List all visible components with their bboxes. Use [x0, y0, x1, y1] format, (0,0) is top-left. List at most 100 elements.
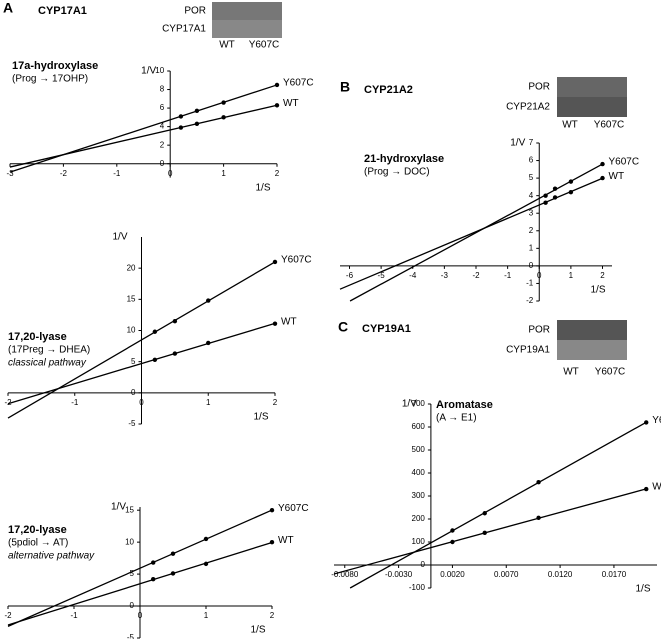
y-tick-label: 700: [412, 399, 426, 408]
data-point: [170, 571, 176, 576]
fit-line: [7, 261, 276, 419]
data-point: [221, 100, 226, 105]
data-point: [274, 82, 280, 88]
chart-annotation: classical pathway: [8, 358, 87, 369]
y-tick-label: 600: [412, 422, 426, 431]
x-tick-label: 0.0170: [602, 570, 627, 579]
panel-title: CYP19A1: [362, 323, 411, 335]
x-axis-label: 1/S: [253, 411, 268, 422]
y-tick-label: 20: [127, 263, 136, 272]
y-axis-label: 1/V: [402, 399, 417, 410]
fit-line: [349, 421, 647, 589]
blot-row-label: POR: [528, 325, 550, 336]
chart-title: 17,20-lyase: [8, 524, 67, 536]
data-point: [450, 539, 455, 545]
chart-subtitle: (5pdiol → AT): [8, 538, 68, 549]
chart-title: 17,20-lyase: [8, 331, 67, 343]
x-tick-label: -2: [472, 271, 480, 280]
y-tick-label: 15: [127, 294, 136, 303]
x-axis-label: 1/S: [255, 182, 270, 193]
panel-title: CYP21A2: [364, 84, 413, 96]
data-point: [178, 125, 184, 130]
x-tick-label: 2: [273, 398, 278, 407]
x-tick-label: 1: [569, 271, 574, 280]
y-tick-label: 100: [412, 537, 426, 546]
data-point: [170, 551, 176, 556]
series-label: WT: [281, 316, 297, 327]
data-point: [152, 357, 158, 362]
blot-lane-label: Y607C: [595, 367, 626, 378]
y-tick-label: 200: [412, 514, 426, 523]
data-point: [203, 536, 209, 542]
x-tick-label: 0: [168, 169, 173, 178]
data-point: [151, 577, 156, 582]
data-point: [206, 298, 211, 303]
series-label: Y607C: [278, 503, 309, 514]
fit-line: [349, 163, 603, 302]
x-axis-label: 1/S: [635, 584, 650, 595]
x-tick-label: 1: [204, 611, 209, 620]
series-label: WT: [609, 171, 625, 182]
blot-row-label: CYP19A1: [506, 345, 550, 356]
x-tick-label: -5: [378, 271, 386, 280]
blot-band: [212, 2, 282, 20]
data-point: [552, 186, 558, 191]
blot-band: [557, 97, 627, 117]
data-point: [644, 486, 649, 492]
chart-title: 21-hydroxylase: [364, 153, 444, 165]
y-tick-label: 1: [529, 243, 534, 252]
data-point: [536, 480, 541, 485]
data-point: [482, 511, 487, 516]
x-tick-label: 2: [600, 271, 605, 280]
blot-lane-label: Y607C: [594, 120, 625, 131]
y-tick-label: -1: [526, 279, 534, 288]
y-tick-label: 15: [125, 505, 134, 514]
y-axis-label: 1/V: [510, 138, 525, 149]
data-point: [274, 103, 280, 108]
x-axis-label: 1/S: [590, 285, 605, 296]
fit-line: [7, 322, 276, 405]
x-tick-label: -6: [346, 271, 354, 280]
fit-line: [9, 84, 278, 173]
y-tick-label: 4: [160, 122, 165, 131]
series-label: Y607C: [283, 78, 314, 89]
x-tick-label: -3: [441, 271, 449, 280]
blot-row-label: POR: [528, 82, 550, 93]
fit-line: [333, 488, 647, 575]
x-tick-label: 2: [275, 169, 280, 178]
y-tick-label: 0: [160, 159, 165, 168]
data-point: [152, 329, 158, 334]
blot-band: [212, 20, 282, 38]
blot-lane-label: WT: [563, 367, 579, 378]
chart-subtitle: (A → E1): [436, 413, 477, 424]
blot-band: [557, 340, 627, 360]
y-axis-label: 1/V: [111, 502, 126, 513]
y-axis-label: 1/V: [141, 66, 156, 77]
series-label: WT: [652, 482, 661, 493]
y-tick-label: 0: [130, 601, 135, 610]
x-tick-label: 1: [221, 169, 226, 178]
x-tick-label: -1: [71, 398, 79, 407]
x-tick-label: 0.0020: [440, 570, 465, 579]
blot-band: [557, 77, 627, 97]
x-tick-label: -4: [409, 271, 417, 280]
y-tick-label: 500: [412, 445, 426, 454]
y-tick-label: 0: [529, 261, 534, 270]
x-tick-label: -3: [6, 169, 14, 178]
y-tick-label: 2: [529, 226, 534, 235]
data-point: [536, 515, 541, 521]
data-point: [194, 108, 200, 114]
fit-line: [7, 509, 273, 627]
x-tick-label: 0: [139, 398, 144, 407]
y-tick-label: 0: [131, 388, 136, 397]
data-point: [600, 175, 605, 181]
data-point: [450, 528, 455, 533]
x-tick-label: 0.0070: [494, 570, 519, 579]
blot-band: [557, 320, 627, 340]
y-tick-label: 6: [160, 103, 165, 112]
chart-subtitle: (17Preg → DHEA): [8, 345, 90, 356]
data-point: [552, 195, 558, 200]
data-point: [644, 420, 649, 425]
series-label: Y607C: [652, 415, 661, 426]
